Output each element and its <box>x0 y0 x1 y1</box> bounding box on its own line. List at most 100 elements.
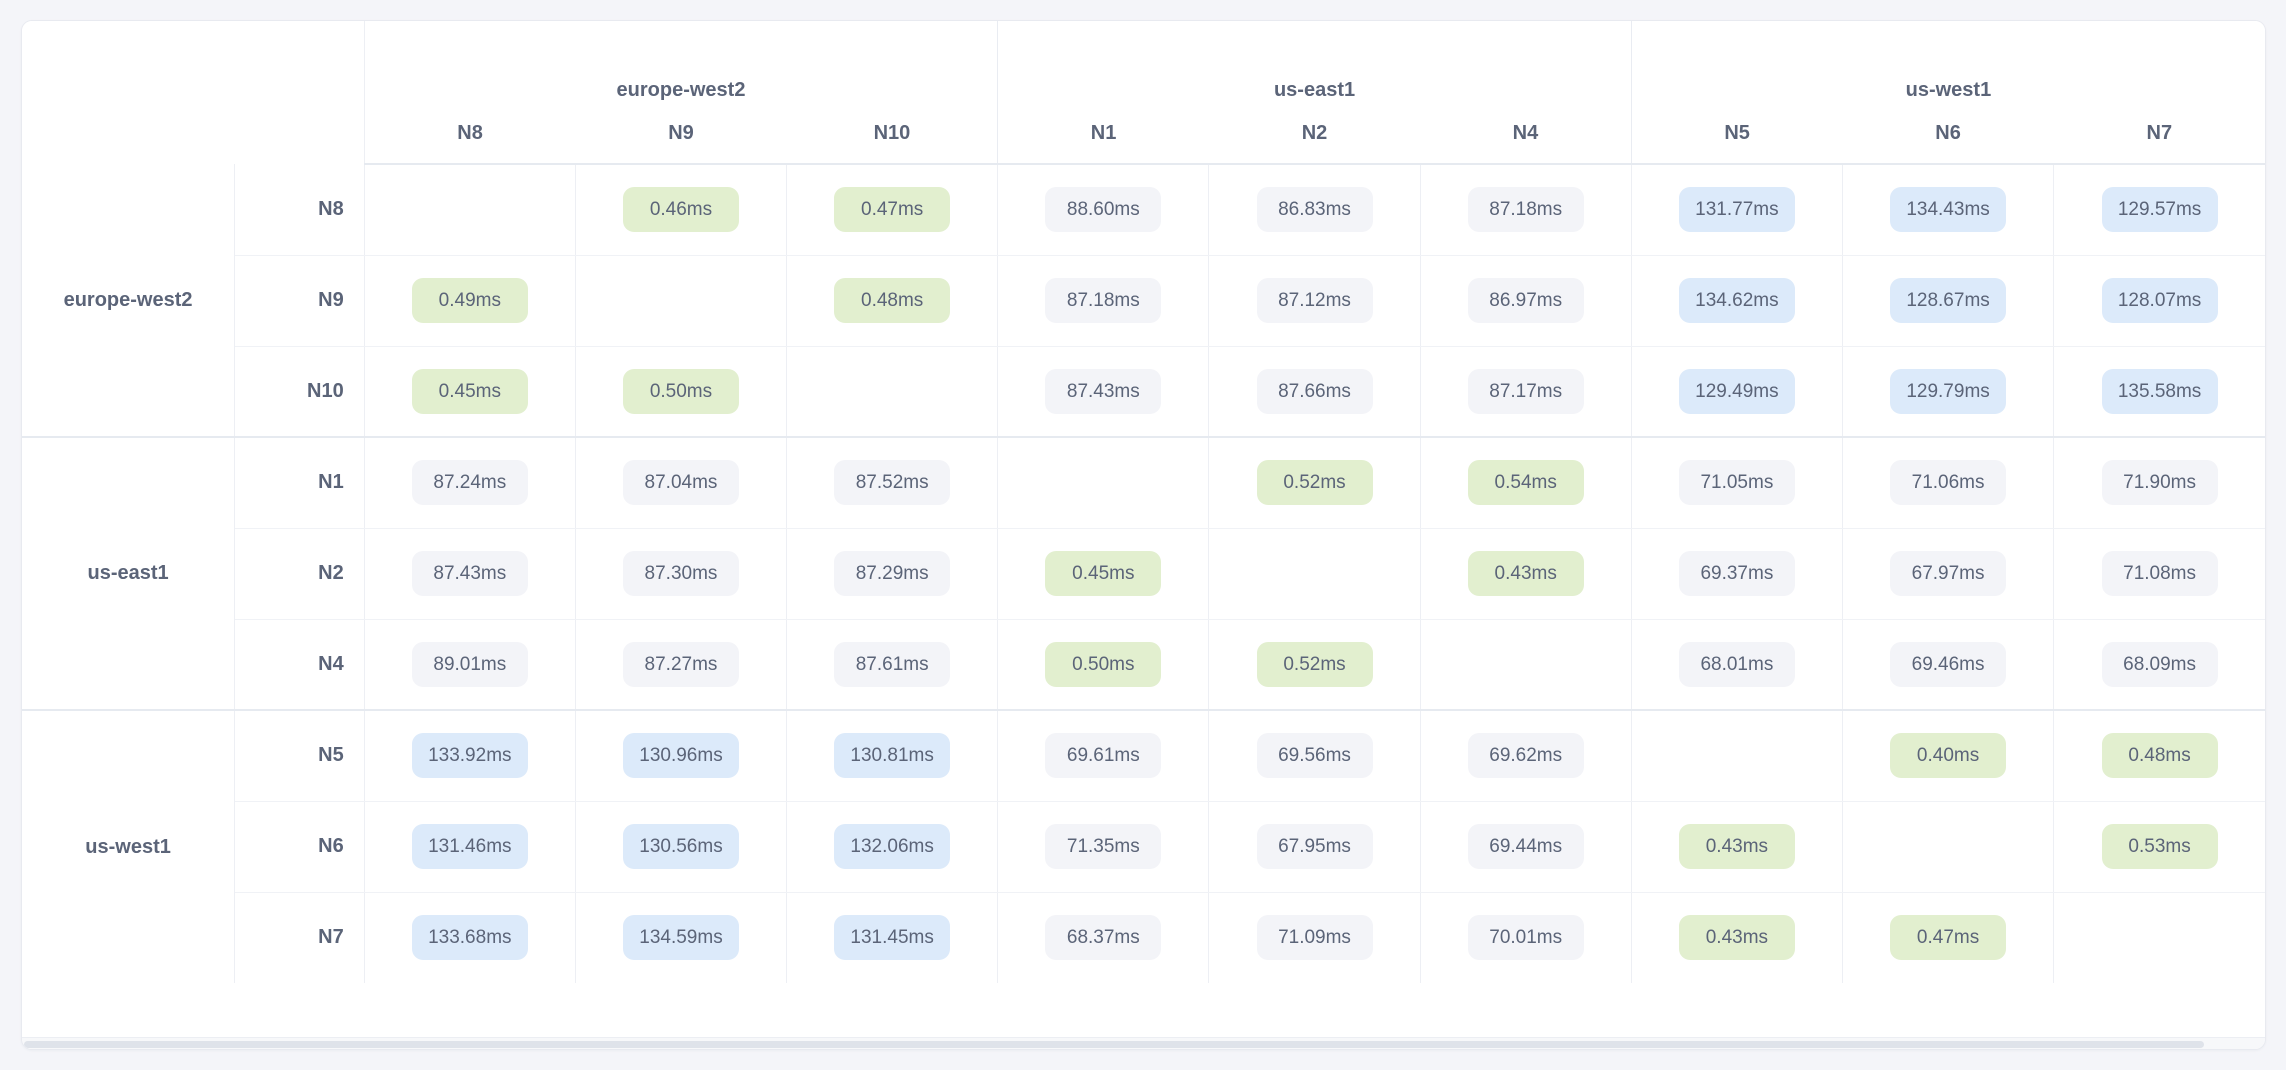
latency-cell-N9-N4[interactable]: 86.97ms <box>1420 255 1632 347</box>
latency-cell-N10-N6[interactable]: 129.79ms <box>1842 346 2055 438</box>
latency-cell-N8-N7[interactable]: 129.57ms <box>2053 164 2265 256</box>
latency-cell-N9-N10[interactable]: 0.48ms <box>786 255 999 347</box>
latency-cell-N6-N1[interactable]: 71.35ms <box>997 801 1210 893</box>
latency-cell-N8-N10[interactable]: 0.47ms <box>786 164 999 256</box>
latency-cell-N7-N9[interactable]: 134.59ms <box>575 892 788 983</box>
column-header-node-N9[interactable]: N9 <box>575 116 787 165</box>
latency-cell-N5-N4[interactable]: 69.62ms <box>1420 710 1632 802</box>
latency-cell-N1-N7[interactable]: 71.90ms <box>2053 437 2265 529</box>
latency-cell-N8-N4[interactable]: 87.18ms <box>1420 164 1632 256</box>
latency-cell-N10-N9[interactable]: 0.50ms <box>575 346 788 438</box>
column-header-node-N4[interactable]: N4 <box>1420 116 1632 165</box>
latency-cell-N10-N7[interactable]: 135.58ms <box>2053 346 2265 438</box>
latency-cell-N5-N7[interactable]: 0.48ms <box>2053 710 2265 802</box>
row-header-node-N10[interactable]: N10 <box>234 346 365 438</box>
horizontal-scrollbar[interactable] <box>22 1037 2265 1049</box>
latency-cell-N4-N4[interactable] <box>1420 619 1632 711</box>
latency-cell-N2-N5[interactable]: 69.37ms <box>1630 528 1843 620</box>
latency-cell-N1-N9[interactable]: 87.04ms <box>575 437 788 529</box>
column-header-node-N2[interactable]: N2 <box>1208 116 1421 165</box>
latency-cell-N10-N10[interactable] <box>786 346 999 438</box>
latency-cell-N6-N5[interactable]: 0.43ms <box>1630 801 1843 893</box>
latency-cell-N8-N1[interactable]: 88.60ms <box>997 164 1210 256</box>
latency-cell-N4-N5[interactable]: 68.01ms <box>1630 619 1843 711</box>
column-header-node-N1[interactable]: N1 <box>997 116 1209 165</box>
latency-cell-N8-N6[interactable]: 134.43ms <box>1842 164 2055 256</box>
row-header-node-N2[interactable]: N2 <box>234 528 365 620</box>
latency-cell-N1-N1[interactable] <box>997 437 1210 529</box>
latency-cell-N6-N10[interactable]: 132.06ms <box>786 801 999 893</box>
latency-cell-N1-N8[interactable]: 87.24ms <box>364 437 576 529</box>
latency-cell-N10-N1[interactable]: 87.43ms <box>997 346 1210 438</box>
latency-cell-N5-N10[interactable]: 130.81ms <box>786 710 999 802</box>
latency-cell-N5-N9[interactable]: 130.96ms <box>575 710 788 802</box>
latency-cell-N1-N5[interactable]: 71.05ms <box>1630 437 1843 529</box>
latency-cell-N9-N2[interactable]: 87.12ms <box>1208 255 1421 347</box>
latency-cell-N1-N6[interactable]: 71.06ms <box>1842 437 2055 529</box>
latency-cell-N7-N4[interactable]: 70.01ms <box>1420 892 1632 983</box>
latency-cell-N2-N2[interactable] <box>1208 528 1421 620</box>
latency-cell-N2-N10[interactable]: 87.29ms <box>786 528 999 620</box>
row-header-node-N4[interactable]: N4 <box>234 619 365 711</box>
latency-cell-N7-N8[interactable]: 133.68ms <box>364 892 576 983</box>
row-header-node-N7[interactable]: N7 <box>234 892 365 983</box>
latency-cell-N6-N9[interactable]: 130.56ms <box>575 801 788 893</box>
latency-cell-N5-N5[interactable] <box>1630 710 1843 802</box>
column-header-node-N5[interactable]: N5 <box>1630 116 1843 165</box>
latency-cell-N1-N2[interactable]: 0.52ms <box>1208 437 1421 529</box>
row-header-node-N6[interactable]: N6 <box>234 801 365 893</box>
column-header-node-N8[interactable]: N8 <box>364 116 576 165</box>
latency-cell-N9-N6[interactable]: 128.67ms <box>1842 255 2055 347</box>
row-header-node-N1[interactable]: N1 <box>234 437 365 529</box>
latency-cell-N7-N6[interactable]: 0.47ms <box>1842 892 2055 983</box>
latency-cell-N5-N1[interactable]: 69.61ms <box>997 710 1210 802</box>
latency-cell-N10-N8[interactable]: 0.45ms <box>364 346 576 438</box>
column-header-node-N7[interactable]: N7 <box>2053 116 2265 165</box>
latency-cell-N6-N6[interactable] <box>1842 801 2055 893</box>
latency-cell-N9-N1[interactable]: 87.18ms <box>997 255 1210 347</box>
latency-cell-N2-N6[interactable]: 67.97ms <box>1842 528 2055 620</box>
latency-cell-N2-N9[interactable]: 87.30ms <box>575 528 788 620</box>
latency-cell-N10-N4[interactable]: 87.17ms <box>1420 346 1632 438</box>
latency-cell-N10-N2[interactable]: 87.66ms <box>1208 346 1421 438</box>
row-header-node-N9[interactable]: N9 <box>234 255 365 347</box>
latency-cell-N4-N1[interactable]: 0.50ms <box>997 619 1210 711</box>
row-header-node-N5[interactable]: N5 <box>234 710 365 802</box>
latency-cell-N2-N4[interactable]: 0.43ms <box>1420 528 1632 620</box>
latency-cell-N6-N8[interactable]: 131.46ms <box>364 801 576 893</box>
latency-cell-N2-N8[interactable]: 87.43ms <box>364 528 576 620</box>
latency-cell-N7-N2[interactable]: 71.09ms <box>1208 892 1421 983</box>
matrix-scroll-container[interactable]: europe-west2 us-east1 us-west1 N8 N9 N10 N1 N2… <box>22 21 2265 1039</box>
latency-cell-N8-N8[interactable] <box>364 164 576 256</box>
latency-cell-N6-N2[interactable]: 67.95ms <box>1208 801 1421 893</box>
latency-cell-N8-N2[interactable]: 86.83ms <box>1208 164 1421 256</box>
column-header-node-N10[interactable]: N10 <box>786 116 998 165</box>
latency-cell-N8-N9[interactable]: 0.46ms <box>575 164 788 256</box>
latency-cell-N5-N6[interactable]: 0.40ms <box>1842 710 2055 802</box>
latency-cell-N1-N4[interactable]: 0.54ms <box>1420 437 1632 529</box>
latency-cell-N4-N6[interactable]: 69.46ms <box>1842 619 2055 711</box>
latency-cell-N4-N7[interactable]: 68.09ms <box>2053 619 2265 711</box>
latency-cell-N9-N7[interactable]: 128.07ms <box>2053 255 2265 347</box>
latency-cell-N7-N1[interactable]: 68.37ms <box>997 892 1210 983</box>
latency-cell-N4-N8[interactable]: 89.01ms <box>364 619 576 711</box>
latency-cell-N5-N8[interactable]: 133.92ms <box>364 710 576 802</box>
latency-cell-N7-N5[interactable]: 0.43ms <box>1630 892 1843 983</box>
latency-cell-N9-N5[interactable]: 134.62ms <box>1630 255 1843 347</box>
latency-cell-N10-N5[interactable]: 129.49ms <box>1630 346 1843 438</box>
latency-cell-N4-N9[interactable]: 87.27ms <box>575 619 788 711</box>
latency-cell-N2-N1[interactable]: 0.45ms <box>997 528 1210 620</box>
latency-cell-N1-N10[interactable]: 87.52ms <box>786 437 999 529</box>
latency-cell-N5-N2[interactable]: 69.56ms <box>1208 710 1421 802</box>
column-header-node-N6[interactable]: N6 <box>1842 116 2054 165</box>
latency-cell-N6-N7[interactable]: 0.53ms <box>2053 801 2265 893</box>
latency-cell-N7-N7[interactable] <box>2053 892 2265 983</box>
latency-cell-N2-N7[interactable]: 71.08ms <box>2053 528 2265 620</box>
latency-cell-N9-N8[interactable]: 0.49ms <box>364 255 576 347</box>
latency-cell-N6-N4[interactable]: 69.44ms <box>1420 801 1632 893</box>
row-header-node-N8[interactable]: N8 <box>234 164 365 256</box>
latency-cell-N7-N10[interactable]: 131.45ms <box>786 892 999 983</box>
scrollbar-thumb[interactable] <box>24 1041 2204 1048</box>
latency-cell-N9-N9[interactable] <box>575 255 788 347</box>
latency-cell-N4-N10[interactable]: 87.61ms <box>786 619 999 711</box>
